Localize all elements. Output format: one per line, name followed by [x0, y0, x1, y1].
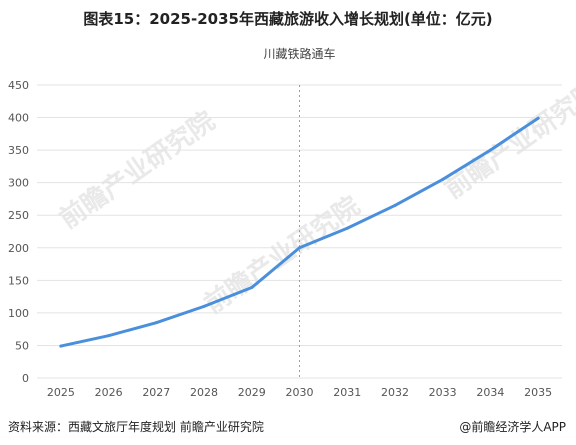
y-tick-label: 50 [15, 339, 29, 352]
y-tick-label: 200 [8, 242, 29, 255]
y-tick-label: 450 [8, 79, 29, 92]
data-point [536, 116, 540, 120]
y-tick-label: 300 [8, 177, 29, 190]
chart-title: 图表15：2025-2035年西藏旅游收入增长规划(单位：亿元) [83, 10, 493, 28]
data-point [393, 203, 397, 207]
x-tick-label: 2031 [333, 386, 361, 399]
data-point [107, 334, 111, 338]
data-point [441, 177, 445, 181]
x-tick-label: 2025 [47, 386, 75, 399]
data-point [298, 246, 301, 250]
x-tick-label: 2027 [142, 386, 170, 399]
data-point [250, 285, 254, 289]
x-tick-label: 2030 [286, 386, 314, 399]
data-point [59, 344, 63, 348]
x-tick-label: 2032 [381, 386, 409, 399]
x-tick-label: 2026 [95, 386, 123, 399]
y-tick-label: 400 [8, 112, 29, 125]
x-tick-label: 2035 [524, 386, 552, 399]
y-tick-label: 100 [8, 307, 29, 320]
x-tick-label: 2029 [238, 386, 266, 399]
brand-credit: @前瞻经济学人APP [459, 420, 566, 434]
data-point [488, 148, 492, 152]
data-point [202, 304, 206, 308]
data-point [345, 226, 349, 230]
y-tick-label: 250 [8, 209, 29, 222]
x-tick-label: 2028 [190, 386, 218, 399]
data-point [154, 321, 158, 325]
x-tick-label: 2033 [429, 386, 457, 399]
y-tick-label: 350 [8, 144, 29, 157]
y-tick-label: 150 [8, 274, 29, 287]
annotation-label: 川藏铁路通车 [263, 46, 335, 61]
x-tick-label: 2034 [476, 386, 504, 399]
y-tick-label: 0 [22, 372, 29, 385]
source-note: 资料来源：西藏文旅厅年度规划 前瞻产业研究院 [8, 420, 264, 434]
